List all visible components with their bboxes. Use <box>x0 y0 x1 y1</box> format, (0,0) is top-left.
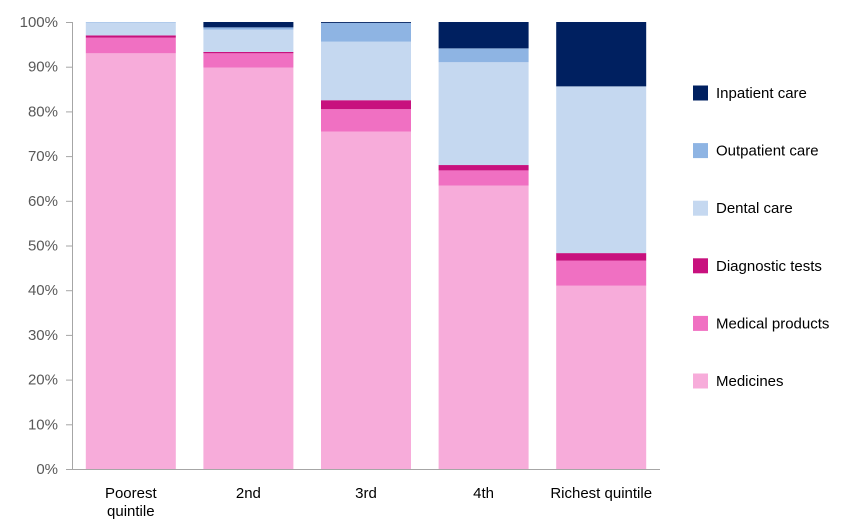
legend-swatch-diagnostic-tests <box>693 258 708 274</box>
legend-swatch-inpatient-care <box>693 85 708 101</box>
legend-label-medicines: Medicines <box>716 373 784 390</box>
legend: Inpatient care Outpatient care Dental care… <box>693 85 829 390</box>
bar-segment-medical-products-3 <box>438 170 529 186</box>
bar-segment-inpatient-care-4 <box>556 22 647 87</box>
bar-segment-medical-products-4 <box>556 260 647 286</box>
x-tick-label-1: 2nd <box>236 485 261 502</box>
bar-segment-dental-care-2 <box>321 41 411 101</box>
bar-segment-inpatient-care-1 <box>203 22 294 28</box>
y-tick-label-0: 0% <box>36 461 58 478</box>
x-tick-label-line-2-0: 3rd <box>355 485 377 502</box>
y-tick-label-8: 80% <box>28 103 58 120</box>
x-tick-label-line-1-0: 2nd <box>236 485 261 502</box>
legend-label-dental-care: Dental care <box>716 200 793 217</box>
x-tick-label-line-4-0: Richest quintile <box>550 485 652 502</box>
bar-segment-medical-products-2 <box>321 109 411 132</box>
bar-segment-medicines-2 <box>321 131 411 469</box>
y-tick-label-2: 20% <box>28 372 58 389</box>
bar-segment-diagnostic-tests-2 <box>321 100 411 110</box>
bar-segment-medical-products-0 <box>85 37 176 54</box>
x-tick-label-2: 3rd <box>355 485 377 502</box>
bar-segment-medicines-1 <box>203 67 294 470</box>
bar-segment-medicines-4 <box>556 285 647 469</box>
bar-segment-dental-care-1 <box>203 29 294 52</box>
bar-segment-medical-products-1 <box>203 53 294 68</box>
y-tick-label-10: 100% <box>20 14 58 31</box>
bars-area <box>85 22 647 470</box>
x-tick-label-line-0-1: quintile <box>107 503 155 520</box>
y-tick-label-5: 50% <box>28 238 58 255</box>
y-tick-label-3: 30% <box>28 327 58 344</box>
x-tick-label-line-3-0: 4th <box>473 485 494 502</box>
y-tick-label-6: 60% <box>28 193 58 210</box>
y-tick-label-4: 40% <box>28 282 58 299</box>
bar-segment-dental-care-0 <box>85 22 176 36</box>
bar-segment-dental-care-4 <box>556 86 647 254</box>
bar-segment-outpatient-care-3 <box>438 48 529 63</box>
y-tick-label-1: 10% <box>28 416 58 433</box>
bar-segment-diagnostic-tests-3 <box>438 165 529 171</box>
y-axis: 0% 10% 20% 30% 40% 50% 60% 70% 80% 90% 100% <box>20 14 73 478</box>
legend-swatch-medical-products <box>693 315 708 331</box>
legend-label-diagnostic-tests: Diagnostic tests <box>716 258 822 275</box>
legend-label-outpatient-care: Outpatient care <box>716 143 819 160</box>
x-tick-label-0: Poorest quintile <box>105 485 158 520</box>
bar-segment-medicines-0 <box>85 53 176 469</box>
bar-segment-inpatient-care-2 <box>321 22 411 23</box>
bar-segment-dental-care-3 <box>438 62 529 166</box>
legend-swatch-dental-care <box>693 200 708 216</box>
bar-segment-outpatient-care-1 <box>203 27 294 30</box>
bar-segment-diagnostic-tests-1 <box>203 51 294 54</box>
bar-segment-diagnostic-tests-0 <box>85 35 176 38</box>
legend-swatch-medicines <box>693 373 708 389</box>
bar-segment-outpatient-care-2 <box>321 22 411 42</box>
x-axis: Poorest quintile 2nd 3rd 4th Richest quintile <box>105 485 652 520</box>
y-tick-label-9: 90% <box>28 59 58 76</box>
x-tick-label-4: Richest quintile <box>550 485 652 502</box>
bar-segment-inpatient-care-3 <box>438 22 529 49</box>
x-tick-label-line-0-0: Poorest <box>105 485 158 502</box>
y-tick-label-7: 70% <box>28 148 58 165</box>
bar-segment-diagnostic-tests-4 <box>556 253 647 261</box>
legend-swatch-outpatient-care <box>693 143 708 159</box>
bar-segment-medicines-3 <box>438 185 529 470</box>
legend-label-inpatient-care: Inpatient care <box>716 85 807 102</box>
legend-label-medical-products: Medical products <box>716 315 829 332</box>
x-tick-label-3: 4th <box>473 485 494 502</box>
